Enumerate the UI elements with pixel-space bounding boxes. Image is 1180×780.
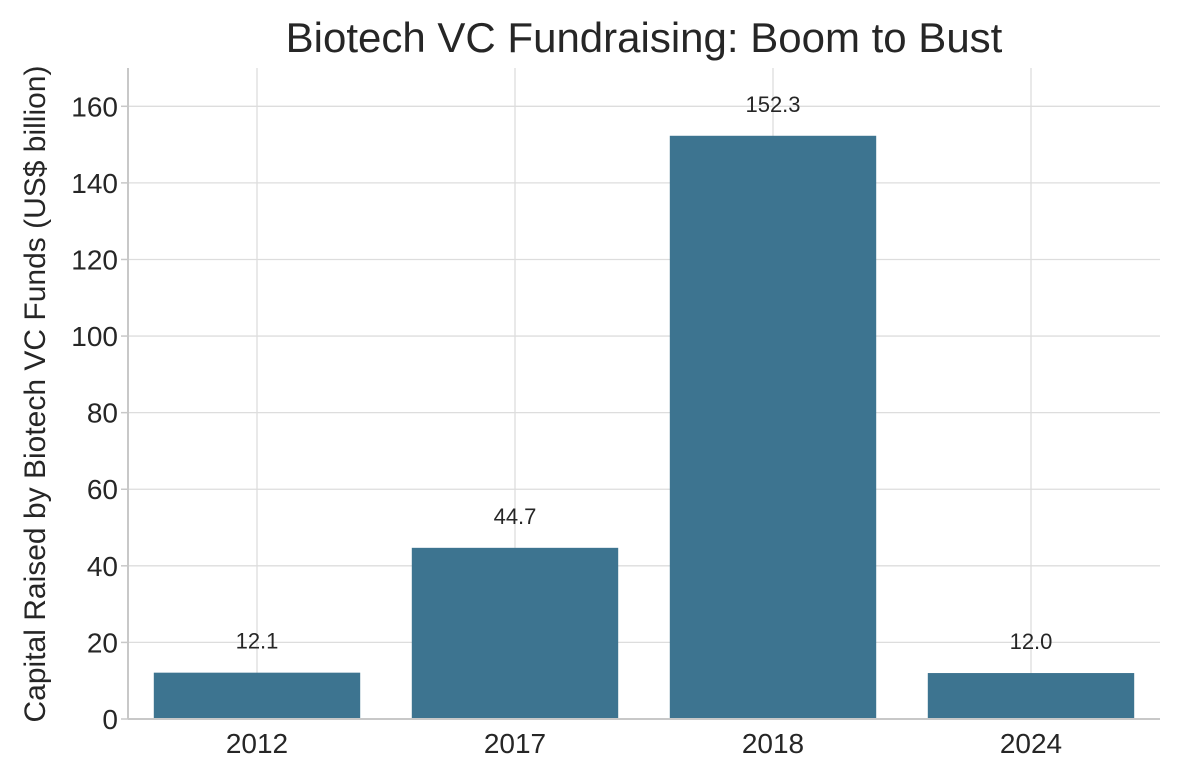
tick-labels: 0 20 40 60 80 100 120 140 160 2012 2017 2018 2024: [71, 91, 1062, 759]
data-label-2017: 44.7: [494, 504, 537, 529]
y-tick-label: 40: [87, 551, 118, 582]
bar-2017: [411, 547, 619, 719]
data-label-2018: 152.3: [745, 92, 800, 117]
x-tick-label: 2024: [1000, 728, 1062, 759]
y-tick-label: 20: [87, 627, 118, 658]
bars: [153, 135, 1135, 720]
y-tick-label: 120: [71, 244, 118, 275]
x-tick-label: 2017: [484, 728, 546, 759]
x-tick-label: 2012: [226, 728, 288, 759]
data-label-2024: 12.0: [1010, 629, 1053, 654]
y-tick-label: 0: [102, 704, 118, 735]
axes: [127, 68, 1160, 720]
y-tick-label: 100: [71, 321, 118, 352]
chart-title: Biotech VC Fundraising: Boom to Bust: [286, 14, 1003, 61]
y-tick-label: 140: [71, 168, 118, 199]
grid: [128, 68, 1160, 719]
y-tick-label: 160: [71, 91, 118, 122]
bar-2024: [927, 673, 1135, 719]
data-labels: 12.1 44.7 152.3 12.0: [236, 92, 1053, 654]
bar-2018: [669, 135, 877, 720]
bar-2012: [153, 672, 361, 719]
y-axis-label: Capital Raised by Biotech VC Funds (US$ …: [19, 66, 52, 723]
x-tick-label: 2018: [742, 728, 804, 759]
y-tick-label: 80: [87, 398, 118, 429]
y-tick-label: 60: [87, 474, 118, 505]
data-label-2012: 12.1: [236, 629, 279, 654]
